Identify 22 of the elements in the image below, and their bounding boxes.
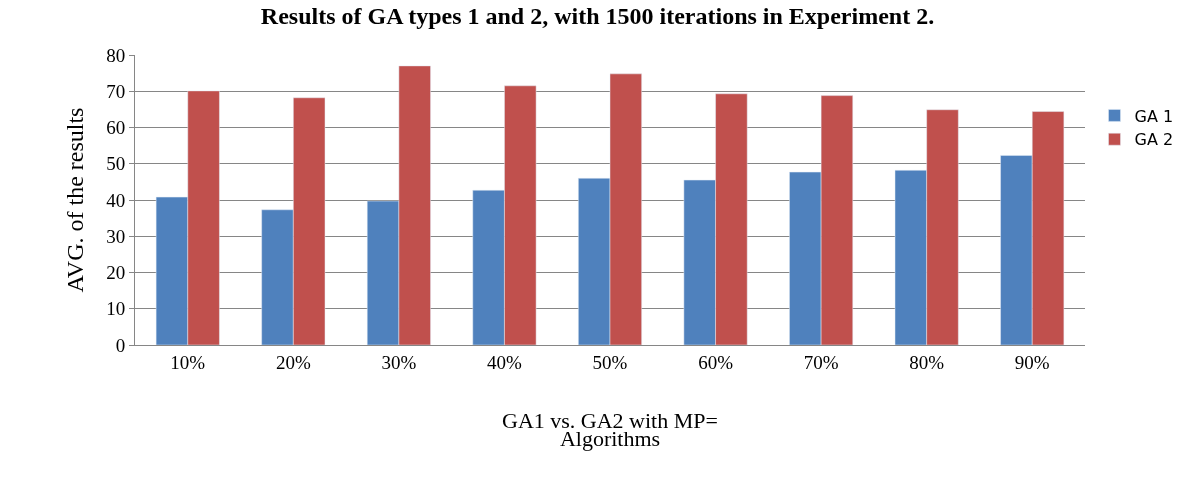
- y-tick-label: 80: [106, 44, 126, 66]
- chart-title: Results of GA types 1 and 2, with 1500 iterations in Experiment 2.: [260, 3, 935, 30]
- y-tick-label: 60: [106, 117, 126, 139]
- x-tick-label: 60%: [698, 351, 734, 373]
- legend-label: GA 2: [1134, 130, 1174, 150]
- y-tick-label: 10: [106, 298, 126, 320]
- x-tick-label: 80%: [909, 351, 945, 373]
- x-tick-label: 10%: [170, 351, 206, 373]
- x-tick-label: 30%: [381, 351, 417, 373]
- legend-label: GA 1: [1134, 106, 1174, 126]
- x-tick-label: 50%: [592, 351, 628, 373]
- x-tick-label: 90%: [1014, 351, 1050, 373]
- y-tick-label: 50: [106, 153, 126, 175]
- y-tick-label: 20: [106, 262, 126, 284]
- y-tick-label: 40: [106, 189, 126, 211]
- x-tick-label: 40%: [487, 351, 523, 373]
- y-tick-label: 0: [115, 334, 126, 356]
- x-tick-label: 20%: [275, 351, 311, 373]
- y-tick-label: 30: [106, 225, 126, 247]
- x-tick-label: 70%: [803, 351, 839, 373]
- y-axis-title: AVG. of the results: [62, 107, 89, 293]
- y-tick-label: 70: [106, 80, 126, 102]
